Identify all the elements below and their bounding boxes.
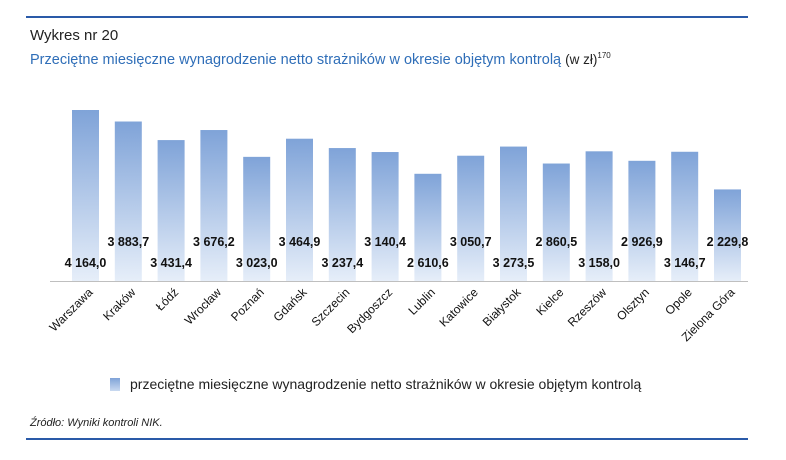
category-label-4: Poznań (228, 285, 267, 324)
bars-group (72, 110, 741, 281)
bar-8 (414, 173, 442, 281)
legend: przeciętne miesięczne wynagrodzenie nett… (110, 376, 641, 392)
category-label-12: Rzeszów (565, 285, 610, 330)
bar-10 (500, 146, 527, 281)
value-label-13: 2 926,9 (621, 235, 663, 249)
value-label-14: 3 146,7 (664, 256, 706, 270)
bar-12 (585, 151, 613, 281)
value-label-9: 3 050,7 (450, 235, 492, 249)
chart-number: Wykres nr 20 (30, 27, 119, 44)
bar-14 (671, 151, 699, 281)
value-label-11: 2 860,5 (535, 235, 577, 249)
top-rule (26, 16, 748, 18)
category-label-9: Katowice (436, 285, 481, 330)
category-label-14: Opole (662, 285, 695, 318)
value-label-6: 3 237,4 (321, 256, 363, 270)
value-label-0: 4 164,0 (65, 256, 107, 270)
category-label-3: Wrocław (182, 285, 225, 328)
category-label-0: Warszawa (46, 285, 95, 334)
category-label-11: Kielce (533, 285, 566, 318)
bar-5 (286, 138, 313, 281)
value-label-2: 3 431,4 (150, 256, 192, 270)
value-label-8: 2 610,6 (407, 256, 449, 270)
source-note: Źródło: Wyniki kontroli NIK. (30, 417, 163, 429)
value-label-12: 3 158,0 (578, 256, 620, 270)
value-labels-group: 4 164,03 883,73 431,43 676,23 023,03 464… (65, 235, 749, 270)
category-label-5: Gdańsk (270, 285, 310, 325)
value-label-10: 3 273,5 (493, 256, 535, 270)
chart-title-text: Przeciętne miesięczne wynagrodzenie nett… (30, 51, 562, 68)
category-label-6: Szczecin (309, 285, 353, 329)
bar-11 (542, 163, 570, 281)
chart-unit: (w zł) (565, 51, 598, 67)
value-label-5: 3 464,9 (279, 235, 321, 249)
category-label-13: Olsztyn (614, 285, 652, 323)
bar-7 (371, 152, 399, 281)
category-label-10: Białystok (480, 285, 525, 330)
category-label-1: Kraków (100, 285, 138, 323)
value-label-4: 3 023,0 (236, 256, 278, 270)
bar-15 (714, 189, 741, 281)
chart-title: Przeciętne miesięczne wynagrodzenie nett… (30, 51, 611, 68)
bar-13 (628, 160, 656, 281)
bar-0 (72, 110, 99, 281)
bar-2 (157, 140, 185, 281)
value-label-15: 2 229,8 (707, 235, 749, 249)
bar-4 (243, 156, 271, 281)
value-label-3: 3 676,2 (193, 235, 235, 249)
legend-swatch (110, 377, 120, 391)
value-label-1: 3 883,7 (107, 235, 149, 249)
bar-3 (200, 130, 228, 281)
bar-1 (114, 121, 142, 281)
bottom-rule (26, 438, 748, 440)
category-labels-group: Warszawa Kraków Łódź Wrocław Poznań GdańskSzc… (46, 285, 737, 345)
value-label-7: 3 140,4 (364, 235, 406, 249)
category-label-7: Bydgoszcz (344, 285, 395, 336)
legend-label: przeciętne miesięczne wynagrodzenie nett… (130, 376, 642, 392)
bar-9 (457, 155, 485, 281)
footnote-ref: 170 (597, 51, 611, 60)
bar-6 (328, 148, 356, 281)
category-label-8: Lublin (405, 285, 438, 318)
category-label-2: Łódź (153, 285, 181, 313)
